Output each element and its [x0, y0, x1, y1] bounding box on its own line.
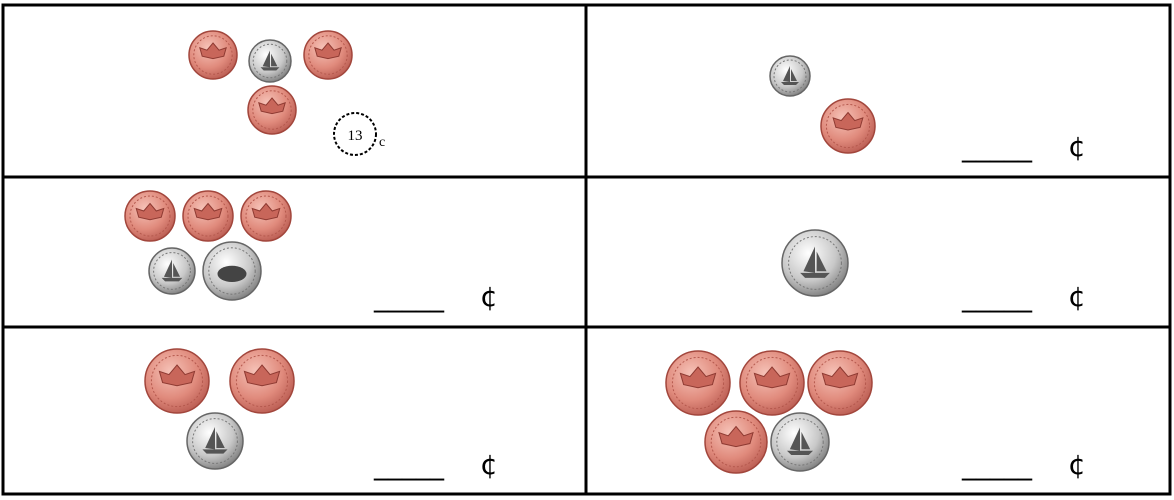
answer-blank: _____ — [373, 280, 445, 313]
coin-leaf — [135, 202, 165, 221]
cent-sign: ¢ — [480, 280, 498, 313]
cent-sign: ¢ — [1068, 448, 1086, 481]
cent-sign: ¢ — [1068, 130, 1086, 163]
cent-sign: ¢ — [480, 448, 498, 481]
coin-rim — [193, 35, 233, 75]
coin-ship — [781, 66, 799, 85]
coin-leaf — [251, 202, 281, 221]
penny — [229, 348, 295, 414]
coin-ship — [786, 427, 814, 456]
coin-leaf — [679, 366, 717, 389]
penny — [182, 190, 234, 242]
penny — [704, 410, 768, 474]
penny — [665, 350, 731, 416]
answer-unit: c — [379, 135, 385, 150]
coin-leaf — [832, 111, 864, 131]
coin-rim — [825, 103, 871, 149]
coin-rim — [192, 418, 238, 464]
penny — [144, 348, 210, 414]
coin-leaf — [753, 366, 791, 389]
coin-ship — [800, 246, 830, 278]
coin-rim — [252, 43, 288, 79]
answer-circle — [333, 112, 377, 156]
coin-rim — [252, 90, 292, 130]
coin-rim — [788, 236, 842, 290]
coin-leaf — [158, 364, 196, 387]
answer-blank: _____ — [961, 448, 1033, 481]
answer-value: 13 — [348, 128, 363, 144]
coin-leaf — [193, 202, 223, 221]
penny — [303, 30, 353, 80]
answer-blank: _____ — [961, 130, 1033, 163]
cent-sign: ¢ — [1068, 280, 1086, 313]
coin-beaver — [217, 265, 247, 283]
penny — [124, 190, 176, 242]
coin-leaf — [718, 425, 754, 448]
coin-rim — [187, 195, 229, 237]
coin-rim — [245, 195, 287, 237]
coin-rim — [153, 252, 191, 290]
coin-rim — [773, 59, 807, 93]
coin-leaf — [821, 366, 859, 389]
coin-rim — [235, 354, 289, 408]
coin-rim — [208, 247, 256, 295]
coin-leaf — [243, 364, 281, 387]
coin-leaf — [199, 42, 227, 60]
penny — [240, 190, 292, 242]
coin-ship — [161, 259, 183, 282]
coin-ship — [202, 427, 228, 454]
coin-rim — [150, 354, 204, 408]
dime — [248, 39, 292, 83]
coin-rim — [813, 356, 867, 410]
dime — [186, 412, 244, 470]
dime — [148, 247, 196, 295]
answer-blank: _____ — [961, 280, 1033, 313]
penny — [247, 85, 297, 135]
dime — [769, 55, 811, 97]
coin-ship — [260, 50, 280, 71]
penny — [807, 350, 873, 416]
penny — [820, 98, 876, 154]
coin-rim — [671, 356, 725, 410]
coin-rim — [129, 195, 171, 237]
coin-leaf — [314, 42, 342, 60]
nickel — [202, 241, 262, 301]
coin-leaf — [258, 97, 286, 115]
coin-rim — [776, 418, 824, 466]
answer-blank: _____ — [373, 448, 445, 481]
penny — [739, 350, 805, 416]
coins — [124, 30, 876, 474]
coin-rim — [308, 35, 348, 75]
penny — [188, 30, 238, 80]
coin-rim — [745, 356, 799, 410]
dime — [770, 412, 830, 472]
dime — [781, 229, 849, 297]
coin-rim — [710, 416, 762, 468]
